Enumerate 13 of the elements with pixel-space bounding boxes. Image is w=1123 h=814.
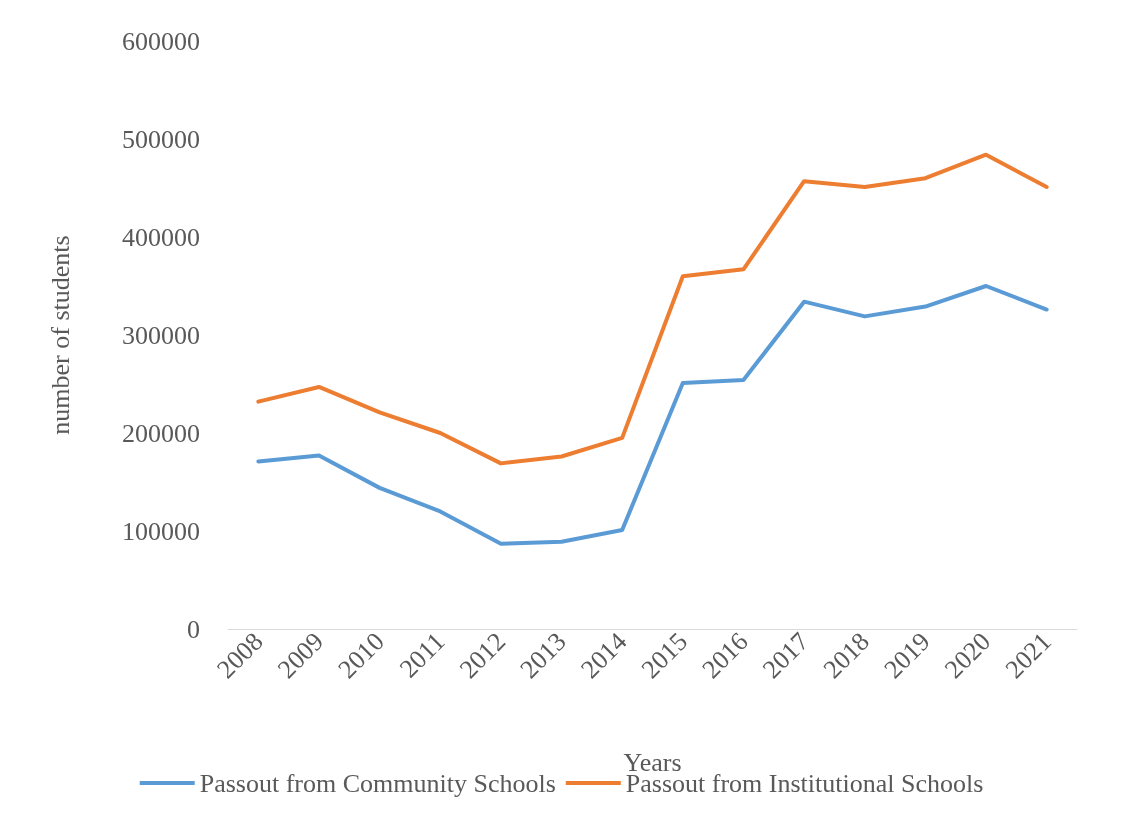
line-series [256, 152, 1049, 466]
legend-label: Passout from Community Schools [199, 768, 556, 798]
x-tick-label: 2021 [999, 626, 1057, 684]
y-tick-label: 600000 [122, 26, 200, 56]
x-tick-label: 2011 [393, 626, 451, 684]
y-tick-label: 0 [187, 614, 200, 644]
y-tick-label: 100000 [122, 516, 200, 546]
y-tick-label: 200000 [122, 418, 200, 448]
y-tick-label: 300000 [122, 320, 200, 350]
y-axis-title: number of students [45, 235, 75, 435]
line-series [256, 284, 1049, 546]
y-tick-label: 400000 [122, 222, 200, 252]
y-tick-label: 500000 [122, 124, 200, 154]
